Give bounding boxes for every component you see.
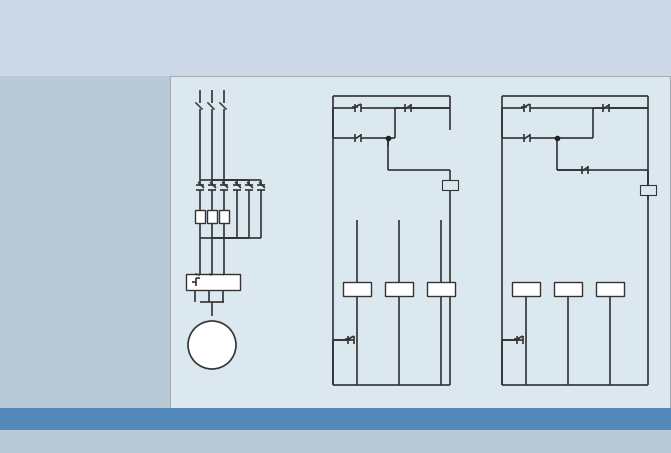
Bar [512,282,540,296]
Bar [596,282,624,296]
Bar [219,210,229,223]
Bar [207,210,217,223]
Bar [554,282,582,296]
Bar [0,430,671,453]
Circle shape [188,321,236,369]
Bar [170,76,670,408]
Bar [343,282,371,296]
Bar [385,282,413,296]
Bar [0,408,671,430]
Bar [0,0,671,76]
Bar [195,210,205,223]
Bar [186,274,240,290]
Bar [442,180,458,190]
Bar [427,282,455,296]
Bar [640,185,656,195]
